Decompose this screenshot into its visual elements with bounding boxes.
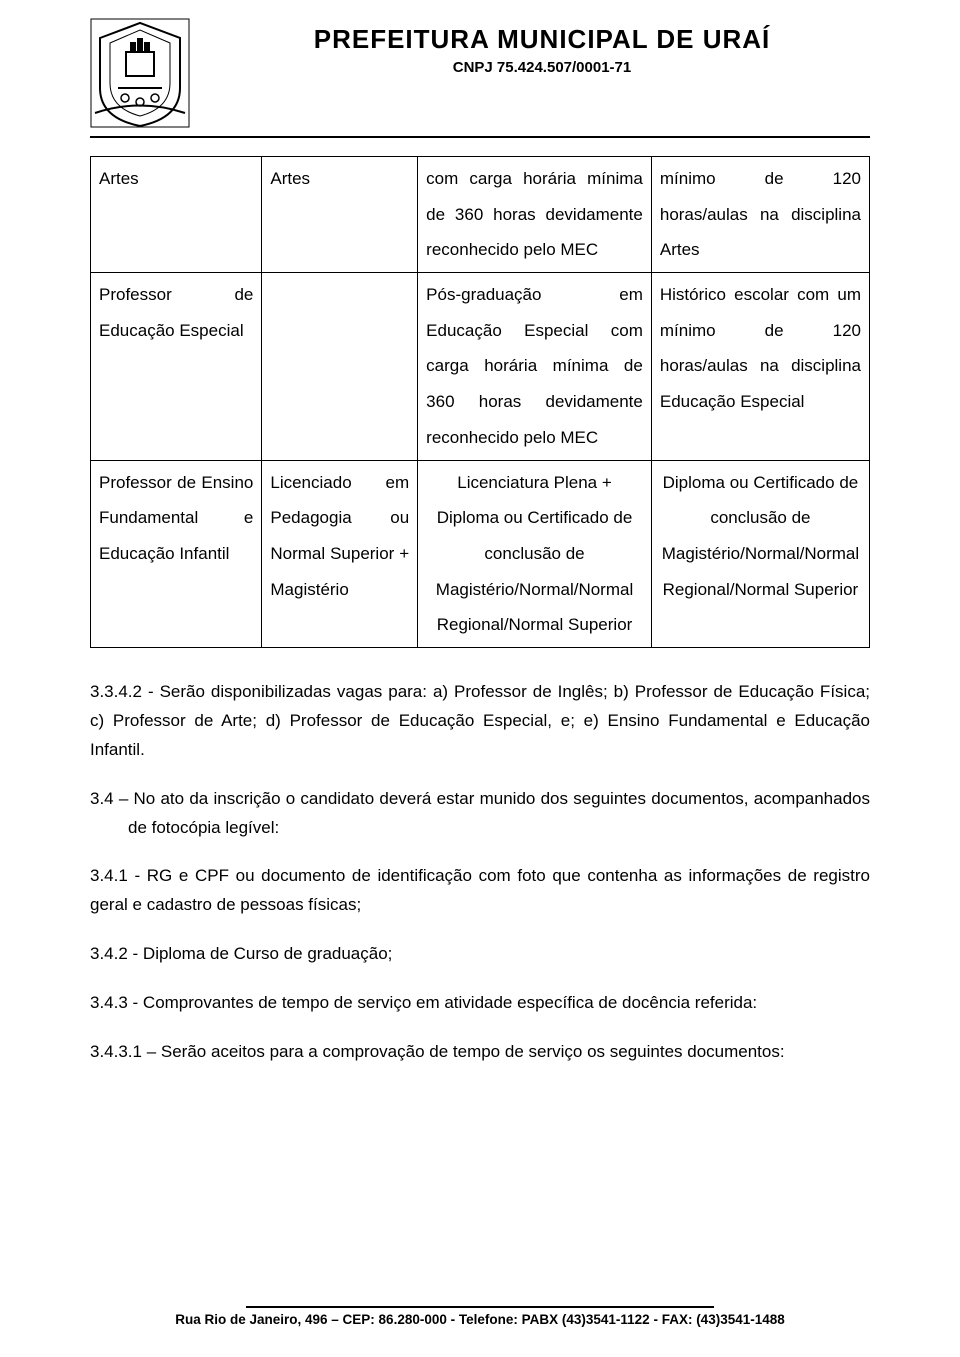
- org-title: PREFEITURA MUNICIPAL DE URAÍ: [214, 24, 870, 55]
- page-footer: Rua Rio de Janeiro, 496 – CEP: 86.280-00…: [90, 1306, 870, 1327]
- table-cell: Diploma ou Certificado de conclusão de M…: [651, 460, 869, 647]
- paragraph: 3.3.4.2 - Serão disponibilizadas vagas p…: [90, 678, 870, 765]
- table-cell: mínimo de 120 horas/aulas na disciplina …: [651, 157, 869, 273]
- table-cell: Licenciatura Plena + Diploma ou Certific…: [418, 460, 652, 647]
- paragraph: 3.4 – No ato da inscrição o candidato de…: [90, 785, 870, 843]
- page: PREFEITURA MUNICIPAL DE URAÍ CNPJ 75.424…: [0, 0, 960, 1357]
- table-cell: Professor de Educação Especial: [91, 273, 262, 460]
- table-row: Professor de Ensino Fundamental e Educaç…: [91, 460, 870, 647]
- requirements-table: Artes Artes com carga horária mínima de …: [90, 156, 870, 648]
- paragraph: 3.4.3 - Comprovantes de tempo de serviço…: [90, 989, 870, 1018]
- paragraph: 3.4.3.1 – Serão aceitos para a comprovaç…: [90, 1038, 870, 1067]
- table-cell: com carga horária mínima de 360 horas de…: [418, 157, 652, 273]
- cnpj-line: CNPJ 75.424.507/0001-71: [214, 59, 870, 76]
- table-cell: Pós-graduação em Educação Especial com c…: [418, 273, 652, 460]
- table-cell: Artes: [91, 157, 262, 273]
- letterhead: PREFEITURA MUNICIPAL DE URAÍ CNPJ 75.424…: [90, 18, 870, 138]
- table-cell: Histórico escolar com um mínimo de 120 h…: [651, 273, 869, 460]
- table-cell: Artes: [262, 157, 418, 273]
- paragraph: 3.4.1 - RG e CPF ou documento de identif…: [90, 862, 870, 920]
- table-cell: [262, 273, 418, 460]
- footer-divider: [246, 1306, 714, 1308]
- body-text: 3.3.4.2 - Serão disponibilizadas vagas p…: [90, 678, 870, 1067]
- footer-address: Rua Rio de Janeiro, 496 – CEP: 86.280-00…: [90, 1312, 870, 1327]
- header-text-block: PREFEITURA MUNICIPAL DE URAÍ CNPJ 75.424…: [214, 18, 870, 76]
- municipal-crest-icon: [90, 18, 190, 128]
- table-cell: Professor de Ensino Fundamental e Educaç…: [91, 460, 262, 647]
- table-row: Artes Artes com carga horária mínima de …: [91, 157, 870, 273]
- table-row: Professor de Educação Especial Pós-gradu…: [91, 273, 870, 460]
- paragraph: 3.4.2 - Diploma de Curso de graduação;: [90, 940, 870, 969]
- table-cell: Licenciado em Pedagogia ou Normal Superi…: [262, 460, 418, 647]
